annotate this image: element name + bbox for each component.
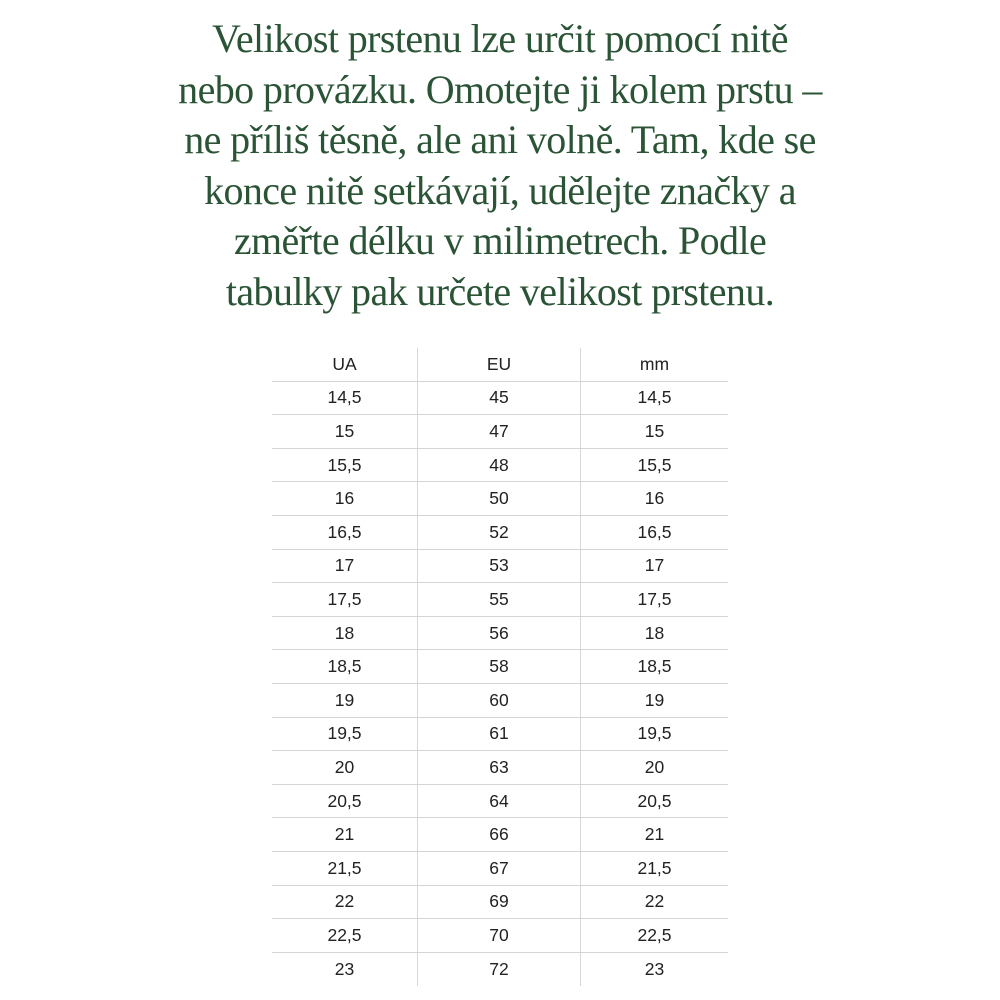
cell-mm: 22: [644, 891, 665, 912]
cell-mm: 16,5: [637, 521, 672, 542]
header-ua: UA: [272, 348, 418, 381]
cell-ua: 14,5: [272, 381, 418, 415]
table-row: 18,5 58 18,5: [272, 650, 728, 684]
cell-mm: 17,5: [637, 588, 672, 609]
table-row: 21 66 21: [272, 818, 728, 852]
cell-eu: 70: [418, 919, 581, 952]
instruction-line: tabulky pak určete velikost prstenu.: [225, 268, 775, 314]
cell-ua: 15,5: [272, 448, 418, 482]
cell-eu: 47: [418, 415, 581, 448]
table-row: 16 50 16: [272, 482, 728, 516]
cell-eu: 48: [418, 448, 581, 482]
header-eu: EU: [418, 348, 581, 381]
table-row: 14,5 45 14,5: [272, 381, 728, 416]
instruction-line: konce nitě setkávají, udělejte značky a: [204, 167, 796, 213]
table-row: 21,5 67 21,5: [272, 851, 728, 886]
cell-eu: 63: [418, 751, 581, 784]
cell-ua: 16,5: [272, 515, 418, 549]
cell-ua: 21: [272, 818, 418, 851]
cell-mm: 19,5: [637, 723, 672, 744]
ring-size-instructions: Velikost prstenu lze určit pomocí nitě n…: [0, 14, 1000, 317]
cell-eu: 72: [418, 952, 581, 987]
cell-ua: 23: [272, 952, 418, 987]
cell-ua: 20,5: [272, 784, 418, 818]
table-row: 15 47 15: [272, 415, 728, 449]
instruction-line: Velikost prstenu lze určit pomocí nitě: [212, 16, 789, 61]
table-row: 20,5 64 20,5: [272, 784, 728, 819]
table-row: 19,5 61 19,5: [272, 717, 728, 752]
cell-mm: 23: [644, 958, 665, 979]
cell-ua: 19: [272, 683, 418, 717]
cell-eu: 58: [418, 650, 581, 683]
cell-ua: 22: [272, 885, 418, 919]
cell-mm: 16: [644, 488, 665, 509]
header-mm: mm: [639, 353, 670, 374]
cell-eu: 56: [418, 616, 581, 650]
cell-eu: 53: [418, 549, 581, 583]
table-row: 23 72 23: [272, 952, 728, 987]
table-row: 18 56 18: [272, 616, 728, 651]
table-row: 20 63 20: [272, 751, 728, 785]
instruction-line: ne příliš těsně, ale ani volně. Tam, kde…: [184, 117, 816, 162]
cell-mm: 17: [644, 555, 665, 576]
instruction-line: změřte délku v milimetrech. Podle: [233, 218, 767, 263]
instruction-line: nebo provázku. Omotejte ji kolem prstu –: [178, 66, 822, 112]
cell-mm: 21,5: [637, 857, 672, 878]
cell-ua: 21,5: [272, 851, 418, 885]
cell-mm: 19: [644, 689, 665, 710]
table-row: 15,5 48 15,5: [272, 448, 728, 483]
cell-mm: 18,5: [637, 656, 672, 677]
ring-size-table: UA EU mm 14,5 45 14,5 15 47 15 15,5 48 15,5 16 50 1…: [272, 348, 728, 987]
cell-mm: 22,5: [637, 924, 672, 945]
table-row: 16,5 52 16,5: [272, 515, 728, 550]
cell-eu: 50: [418, 482, 581, 515]
cell-ua: 18,5: [272, 650, 418, 683]
cell-mm: 15: [644, 420, 665, 441]
cell-ua: 22,5: [272, 919, 418, 952]
table-header-row: UA EU mm: [272, 348, 728, 382]
cell-ua: 19,5: [272, 717, 418, 751]
cell-eu: 67: [418, 851, 581, 885]
cell-eu: 55: [418, 583, 581, 616]
cell-ua: 17: [272, 549, 418, 583]
cell-ua: 17,5: [272, 583, 418, 616]
cell-eu: 66: [418, 818, 581, 851]
cell-eu: 69: [418, 885, 581, 919]
table-row: 17 53 17: [272, 549, 728, 584]
table-row: 19 60 19: [272, 683, 728, 718]
cell-ua: 18: [272, 616, 418, 650]
table-row: 22,5 70 22,5: [272, 919, 728, 953]
cell-mm: 20: [644, 756, 665, 777]
cell-mm: 21: [644, 824, 665, 845]
cell-ua: 20: [272, 751, 418, 784]
cell-eu: 52: [418, 515, 581, 549]
cell-ua: 15: [272, 415, 418, 448]
table-row: 22 69 22: [272, 885, 728, 920]
cell-ua: 16: [272, 482, 418, 515]
cell-mm: 20,5: [637, 790, 672, 811]
cell-eu: 60: [418, 683, 581, 717]
cell-mm: 18: [644, 622, 665, 643]
cell-eu: 64: [418, 784, 581, 818]
cell-mm: 15,5: [637, 454, 672, 475]
cell-eu: 45: [418, 381, 581, 415]
cell-eu: 61: [418, 717, 581, 751]
table-row: 17,5 55 17,5: [272, 583, 728, 617]
cell-mm: 14,5: [637, 387, 672, 408]
